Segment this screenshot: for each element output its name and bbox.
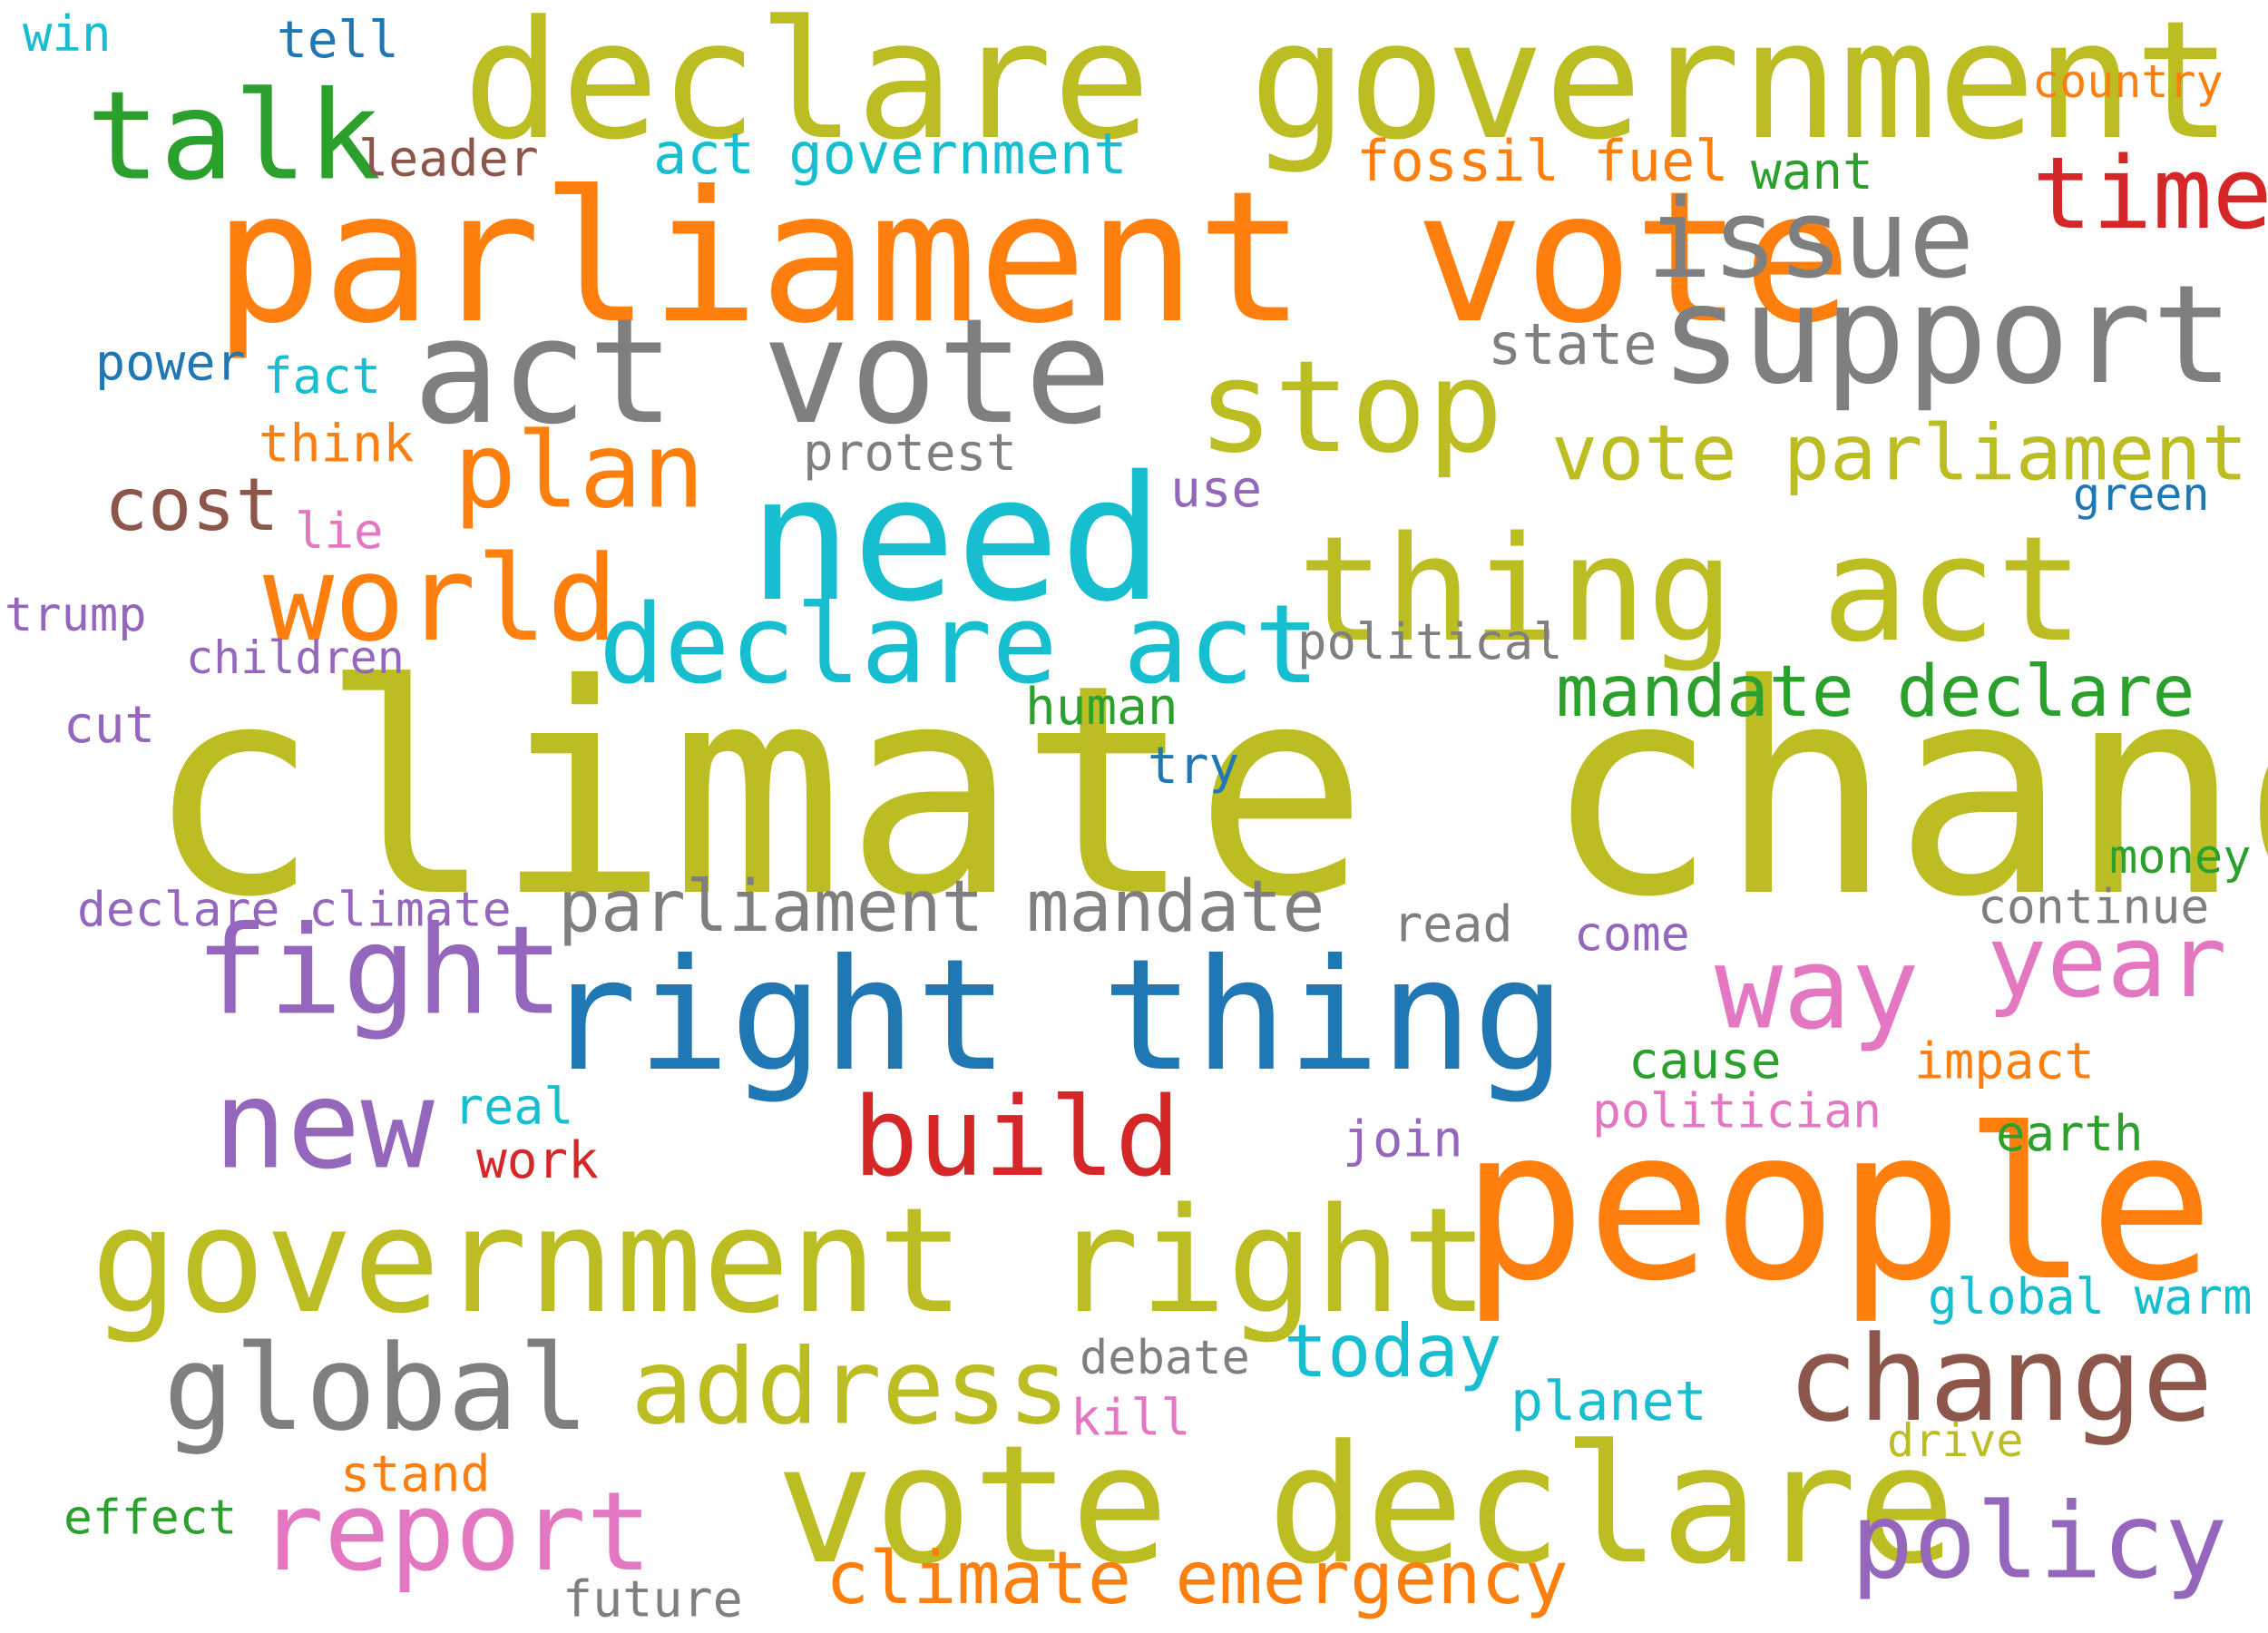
word-power: power [95,333,246,392]
word-protest: protest [803,424,1018,483]
word-work: work [476,1131,599,1190]
word-drive: drive [1887,1414,2024,1467]
word-tell: tell [277,11,399,70]
word-global: global [163,1319,590,1457]
word-plan: plan [454,410,705,533]
word-change: change [1787,1310,2214,1448]
word-issue: issue [1647,177,1975,303]
word-cause: cause [1628,1032,1782,1090]
word-stand: stand [340,1444,491,1503]
word-build: build [853,1075,1181,1201]
word-right-thing: right thing [544,926,1566,1106]
word-politician: politician [1592,1083,1882,1139]
word-climate-emergency: climate emergency [826,1536,1569,1620]
word-come: come [1574,906,1690,963]
word-cut: cut [64,696,156,755]
word-declare-act: declare act [599,582,1320,709]
word-government-right: government right [91,1176,1490,1345]
word-cost: cost [104,463,279,547]
word-vote-declare: vote declare [776,1411,1956,1600]
word-people: people [1461,1085,2214,1327]
word-think: think [259,414,415,474]
word-planet: planet [1510,1370,1707,1433]
word-act-government: act government [653,121,1128,187]
word-children: children [186,631,405,684]
word-vote-parliament: vote parliament [1551,408,2248,499]
word-declare-climate: declare climate [77,882,512,938]
word-today: today [1284,1309,1502,1393]
word-use: use [1170,460,1263,519]
word-green: green [2073,468,2210,521]
word-win: win [23,5,112,63]
word-try: try [1148,737,1240,796]
word-climate-change: climate change [145,623,2268,961]
word-future: future [562,1569,743,1628]
word-earth: earth [1996,1105,2144,1162]
word-address: address [631,1326,1070,1449]
word-new: new [213,1053,435,1197]
word-state: state [1488,311,1657,377]
word-impact: impact [1914,1032,2095,1090]
word-human: human [1025,678,1178,737]
word-parliament-mandate: parliament mandate [558,866,1325,948]
word-stop: stop [1198,334,1504,482]
word-join: join [1343,1110,1463,1169]
word-mandate-declare: mandate declare [1556,651,2195,733]
word-way: way [1715,923,1920,1055]
word-want: want [1751,142,1873,201]
word-act-vote: act vote [413,287,1112,456]
word-parliament-vote: parliament vote [213,152,1853,364]
word-real: real [454,1077,574,1136]
word-country: country [2032,55,2224,108]
word-fossil-fuel: fossil fuel [1356,128,1729,194]
word-thing-act: thing act [1297,504,2084,674]
word-year: year [1987,904,2227,1020]
word-time: time [2032,135,2268,251]
word-trump: trump [5,588,147,642]
word-support: support [1660,257,2234,415]
word-lie: lie [295,503,384,560]
word-report: report [259,1470,652,1596]
word-continue: continue [1978,879,2210,935]
word-world: world [263,530,619,668]
word-fact: fact [263,347,382,405]
word-need: need [748,439,1164,640]
word-talk: talk [86,64,382,208]
word-kill: kill [1070,1388,1191,1447]
word-political: political [1297,613,1563,670]
word-read: read [1393,895,1513,953]
word-money: money [2109,830,2252,885]
word-debate: debate [1080,1331,1250,1385]
word-declare-government: declare government [463,0,2233,176]
word-leader: leader [358,129,539,188]
word-global-warm: global warm [1928,1268,2253,1325]
word-policy: policy [1851,1481,2228,1603]
word-fight: fight [195,899,564,1042]
word-effect: effect [64,1490,238,1546]
